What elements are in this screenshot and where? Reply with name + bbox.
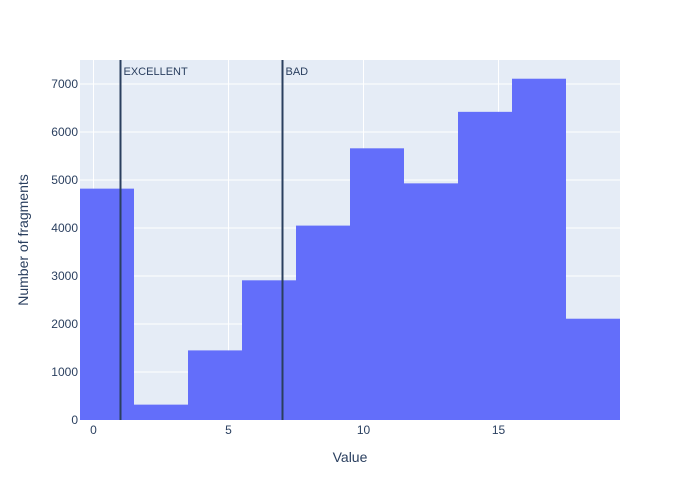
x-tick-label: 10 xyxy=(357,423,371,437)
histogram-bar xyxy=(296,225,350,420)
histogram-bar xyxy=(134,404,188,420)
y-tick-label: 5000 xyxy=(51,173,78,187)
y-tick-label: 3000 xyxy=(51,269,78,283)
reference-lines: EXCELLENT BAD xyxy=(119,60,309,420)
y-axis-title: Number of fragments xyxy=(15,174,31,306)
histogram-bar xyxy=(350,148,404,420)
histogram-bar xyxy=(512,78,566,420)
y-tick-label: 6000 xyxy=(51,125,78,139)
histogram-bar xyxy=(80,188,134,420)
y-tick-label: 0 xyxy=(71,413,78,427)
x-tick-label: 0 xyxy=(90,423,97,437)
histogram-bar xyxy=(188,350,242,420)
histogram-bar xyxy=(458,111,512,420)
bars xyxy=(80,78,620,420)
histogram-bar xyxy=(242,280,296,420)
x-tick-label: 5 xyxy=(225,423,232,437)
histogram-bar xyxy=(404,183,458,420)
x-axis-title: Value xyxy=(333,449,368,465)
x-tick-label: 15 xyxy=(492,423,506,437)
y-tick-label: 7000 xyxy=(51,77,78,91)
reference-line-label: EXCELLENT xyxy=(124,66,188,78)
histogram-bar xyxy=(566,318,620,420)
tick-labels: 0 1000 2000 3000 4000 5000 6000 7000 0 5 10 15 xyxy=(51,77,505,437)
y-tick-label: 1000 xyxy=(51,365,78,379)
reference-line-label: BAD xyxy=(286,66,309,78)
y-tick-label: 2000 xyxy=(51,317,78,331)
y-tick-label: 4000 xyxy=(51,221,78,235)
